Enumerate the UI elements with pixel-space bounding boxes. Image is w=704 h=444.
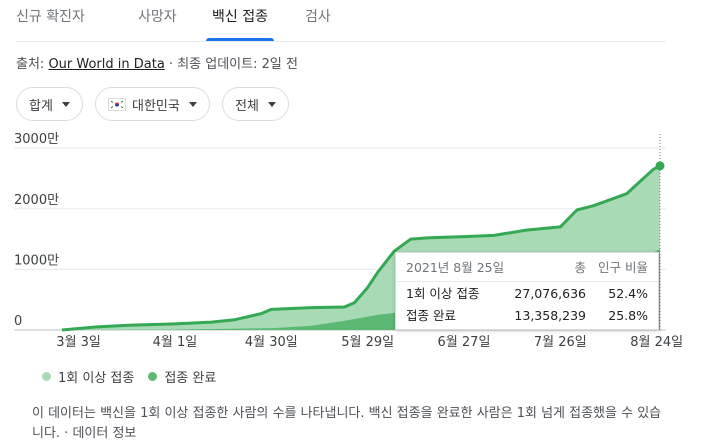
tab-deaths-label: 사망자 — [138, 9, 177, 25]
scope-dropdown[interactable]: 전체 — [222, 87, 289, 121]
x-tick-label: 8월 24일 — [630, 335, 683, 350]
tooltip-row-label: 접종 완료 — [406, 308, 456, 323]
tab-tests-label: 검사 — [305, 9, 331, 25]
metric-dropdown[interactable]: 합계 — [16, 87, 83, 121]
tooltip-date: 2021년 8월 25일 — [406, 260, 505, 275]
x-tick-label: 4월 30일 — [245, 335, 298, 350]
tooltip-row-label: 1회 이상 접종 — [406, 286, 480, 301]
tab-tests[interactable]: 검사 — [305, 0, 331, 40]
x-tick-label: 3월 3일 — [56, 335, 101, 350]
legend-label: 1회 이상 접종 — [58, 371, 135, 386]
metric-dropdown-label: 합계 — [29, 98, 53, 114]
active-tab-indicator — [206, 38, 274, 41]
legend-item-first-dose: 1회 이상 접종 — [42, 367, 134, 386]
chevron-down-icon — [61, 101, 70, 107]
x-tick-label: 4월 1일 — [153, 335, 198, 350]
tab-vaccinations-label: 백신 접종 — [212, 9, 268, 25]
tooltip-col-total: 총 — [574, 260, 586, 275]
tooltip-row-first-dose: 1회 이상 접종 27,076,636 52.4% — [396, 282, 658, 306]
tab-new-cases[interactable]: 신규 확진자 — [16, 0, 85, 40]
data-note: 이 데이터는 백신을 1회 이상 접종한 사람의 수를 나타냅니다. 백신 접종… — [32, 404, 672, 444]
data-note-text: 이 데이터는 백신을 1회 이상 접종한 사람의 수를 나타냅니다. 백신 접종… — [32, 406, 662, 441]
vaccine-tabs: 신규 확진자 사망자 백신 접종 검사 — [16, 0, 666, 42]
x-tick-label: 7월 26일 — [534, 335, 587, 350]
korea-flag-icon — [108, 97, 126, 111]
tooltip-row-total: 27,076,636 — [514, 286, 586, 301]
legend-label: 접종 완료 — [164, 371, 217, 386]
region-dropdown-label: 대한민국 — [132, 98, 180, 114]
scope-dropdown-label: 전체 — [235, 98, 259, 114]
tooltip-row-total: 13,358,239 — [514, 308, 586, 323]
source-link[interactable]: Our World in Data — [48, 57, 165, 72]
y-tick-label: 1000만 — [14, 253, 59, 268]
chart-legend: 1회 이상 접종 접종 완료 — [42, 367, 230, 386]
tab-deaths[interactable]: 사망자 — [138, 0, 177, 40]
tooltip-header: 2021년 8월 25일 총 인구 비율 — [396, 256, 658, 280]
region-dropdown[interactable]: 대한민국 — [95, 87, 210, 121]
chart-tooltip: 2021년 8월 25일 총 인구 비율 1회 이상 접종 27,076,636… — [395, 252, 659, 330]
tooltip-col-ratio: 인구 비율 — [598, 260, 648, 275]
tab-vaccinations[interactable]: 백신 접종 — [206, 0, 274, 41]
tooltip-row-ratio: 52.4% — [608, 286, 648, 301]
legend-item-full-dose: 접종 완료 — [148, 367, 216, 386]
legend-swatch — [42, 372, 51, 381]
source-updated: · 최종 업데이트: 2일 전 — [164, 57, 298, 72]
tab-new-cases-label: 신규 확진자 — [16, 9, 85, 25]
tooltip-divider — [396, 281, 658, 282]
y-tick-label: 2000만 — [14, 193, 59, 208]
source-line: 출처: Our World in Data · 최종 업데이트: 2일 전 — [16, 53, 298, 72]
chevron-down-icon — [267, 101, 276, 107]
hover-point — [655, 161, 665, 171]
x-tick-label: 6월 27일 — [438, 335, 491, 350]
tooltip-row-full-dose: 접종 완료 13,358,239 25.8% — [396, 304, 658, 328]
source-prefix: 출처: — [16, 57, 49, 72]
tooltip-row-ratio: 25.8% — [608, 308, 648, 323]
legend-swatch — [148, 372, 158, 381]
first-dose-line — [61, 164, 661, 332]
y-tick-label: 0 — [14, 314, 22, 329]
x-tick-label: 5월 29일 — [341, 335, 394, 350]
y-tick-label: 3000만 — [14, 132, 59, 147]
chevron-down-icon — [188, 101, 197, 107]
